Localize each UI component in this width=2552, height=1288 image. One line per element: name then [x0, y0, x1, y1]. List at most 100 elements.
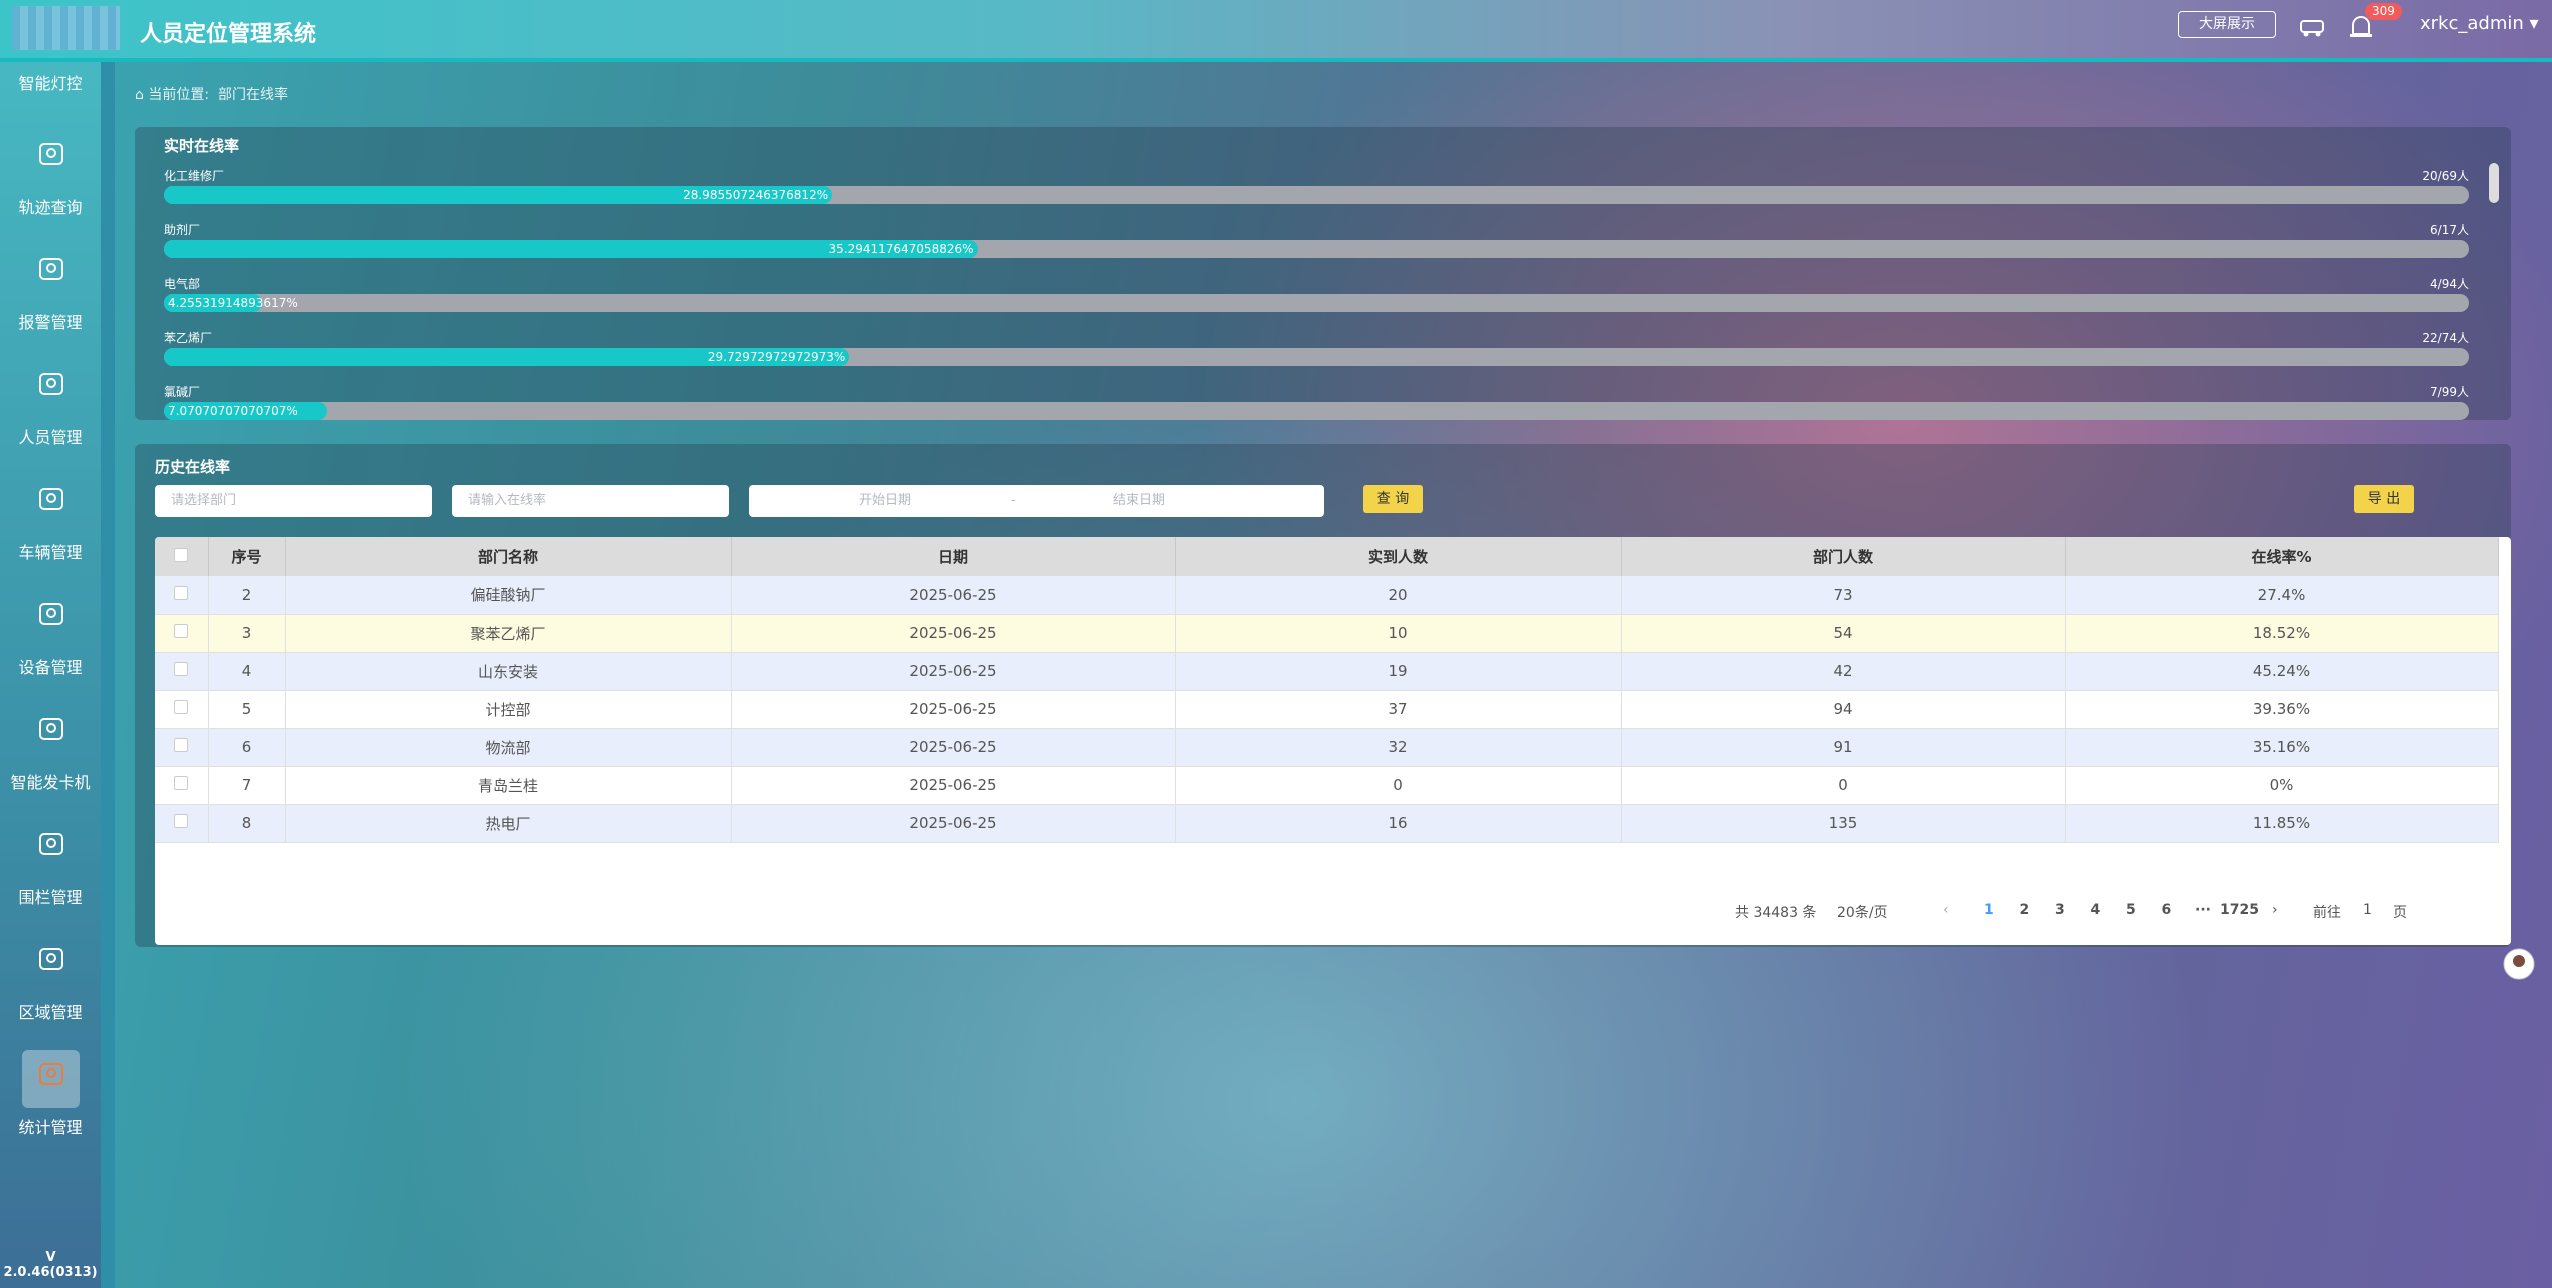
cell: 39.36% [2065, 690, 2499, 729]
progress-label: 4.25531914893617% [168, 296, 298, 310]
checkbox[interactable] [174, 814, 189, 828]
checkbox[interactable] [174, 662, 189, 676]
nav-icon [22, 935, 80, 993]
page-size[interactable]: 20条/页 [1837, 905, 1888, 921]
cell: 2 [208, 576, 286, 615]
cell [155, 804, 209, 843]
page-number[interactable]: 1725 [2220, 902, 2259, 918]
ellipsis[interactable]: ··· [2195, 902, 2211, 918]
cell: 45.24% [2065, 652, 2499, 691]
nav-label: 区域管理 [18, 1003, 83, 1022]
alarm-icon[interactable] [2348, 12, 2374, 38]
nav-item[interactable]: 设备管理 [0, 590, 101, 678]
table-row: 6 物流部 2025-06-25 32 91 35.16% [155, 728, 2499, 767]
cell [155, 652, 209, 691]
big-screen-button[interactable]: 大屏展示 [2178, 11, 2276, 38]
nav-label: 智能发卡机 [10, 773, 91, 792]
page-number[interactable]: 4 [2090, 902, 2101, 918]
export-button[interactable]: 导 出 [2354, 485, 2414, 513]
dept-name: 苯乙烯厂 [164, 331, 213, 345]
avatar[interactable] [2502, 947, 2536, 981]
cell: 偏硅酸钠厂 [285, 576, 732, 615]
page-number[interactable]: 1 [1984, 902, 1994, 918]
nav-item[interactable]: 人员管理 [0, 360, 101, 448]
rate-input[interactable]: 请输入在线率 [452, 485, 729, 517]
panel-title: 历史在线率 [155, 458, 231, 476]
prev[interactable]: ‹ [1943, 902, 1949, 918]
dept-name: 电气部 [164, 277, 201, 291]
page-number[interactable]: 2 [2019, 902, 2030, 918]
cell: 11.85% [2065, 804, 2499, 843]
progress-label: 29.72972972972973% [707, 350, 846, 364]
nav-icon [22, 360, 80, 418]
scrollbar[interactable] [2489, 163, 2499, 203]
nav-icon [22, 475, 80, 533]
cell [155, 576, 209, 615]
progress-fill: 28.985507246376812% [164, 186, 833, 204]
pagination: 共 34483 条 20条/页 ‹ 1 2 3 4 5 6 ··· 1725 › 前往 1 页 [155, 902, 2511, 930]
cell: 8 [208, 804, 286, 843]
cell: 0 [1175, 766, 1622, 805]
progress-row: 化工维修厂 20/69人 28.985507246376812% [164, 167, 2469, 207]
count: 6/17人 [2430, 223, 2469, 237]
nav-item[interactable]: 智能发卡机 [0, 705, 101, 793]
nav-item[interactable]: 车辆管理 [0, 475, 101, 563]
goto-input[interactable]: 1 [2363, 902, 2372, 918]
cell: 热电厂 [285, 804, 732, 843]
dept-name: 助剂厂 [164, 223, 201, 237]
nav-item[interactable]: 统计管理 [0, 1050, 101, 1138]
cell: 山东安装 [285, 652, 732, 691]
column-header: 日期 [731, 537, 1176, 576]
total[interactable]: 共 34483 条 [1735, 905, 1817, 921]
dept-name: 化工维修厂 [164, 169, 225, 183]
icon [38, 373, 63, 395]
cell: 94 [1621, 690, 2066, 729]
cell: 20 [1175, 576, 1622, 615]
checkbox[interactable] [174, 585, 189, 600]
checkbox[interactable] [174, 738, 189, 752]
nav-icon [22, 820, 80, 878]
cell: 2025-06-25 [731, 804, 1176, 843]
date-range[interactable]: 开始日期 - 结束日期 [749, 485, 1324, 517]
progress-fill: 7.07070707070707% [164, 402, 327, 420]
nav-item[interactable]: 区域管理 [0, 935, 101, 1023]
query-button[interactable]: 查 询 [1363, 485, 1423, 513]
checkbox[interactable] [174, 547, 189, 562]
version: V 2.0.46(0313) [3, 1250, 98, 1280]
table-row: 4 山东安装 2025-06-25 19 42 45.24% [155, 652, 2499, 691]
goto-label[interactable]: 前往 [2313, 905, 2341, 921]
dept-name: 氯碱厂 [164, 385, 201, 399]
dept-select[interactable]: 请选择部门 [155, 485, 432, 517]
cell: 7 [208, 766, 286, 805]
count: 7/99人 [2430, 385, 2469, 399]
nav-icon [21, 1050, 80, 1108]
nav-label: 轨迹查询 [18, 198, 83, 217]
panel-title: 实时在线率 [164, 137, 240, 155]
nav-item[interactable]: 轨迹查询 [0, 130, 101, 218]
nav-item[interactable]: 报警管理 [0, 245, 101, 333]
nav-item[interactable]: 围栏管理 [0, 820, 101, 908]
cell: 聚苯乙烯厂 [285, 614, 732, 653]
cell: 2025-06-25 [731, 766, 1176, 805]
page-number[interactable]: 6 [2161, 902, 2172, 918]
nav-label: 智能灯控 [18, 74, 83, 93]
next[interactable]: › [2272, 902, 2278, 918]
cell: 5 [208, 690, 286, 729]
page-number[interactable]: 3 [2055, 902, 2065, 918]
alarm-badge: 309 [2365, 3, 2402, 20]
checkbox[interactable] [174, 700, 189, 714]
cell: 54 [1621, 614, 2066, 653]
header: 人员定位管理系统 大屏展示 309 xrkc_admin ▾ [0, 0, 2552, 62]
icon [38, 488, 63, 510]
vehicle-icon[interactable] [2298, 12, 2326, 38]
nav-icon [22, 705, 80, 763]
user-menu[interactable]: xrkc_admin ▾ [2420, 13, 2539, 34]
goto-suffix[interactable]: 页 [2393, 905, 2407, 921]
cell: 0% [2065, 766, 2499, 805]
checkbox[interactable] [174, 624, 189, 638]
page-number[interactable]: 5 [2126, 902, 2136, 918]
checkbox[interactable] [174, 776, 189, 790]
nav-item[interactable]: 智能灯控 [0, 70, 101, 94]
cell [155, 766, 209, 805]
